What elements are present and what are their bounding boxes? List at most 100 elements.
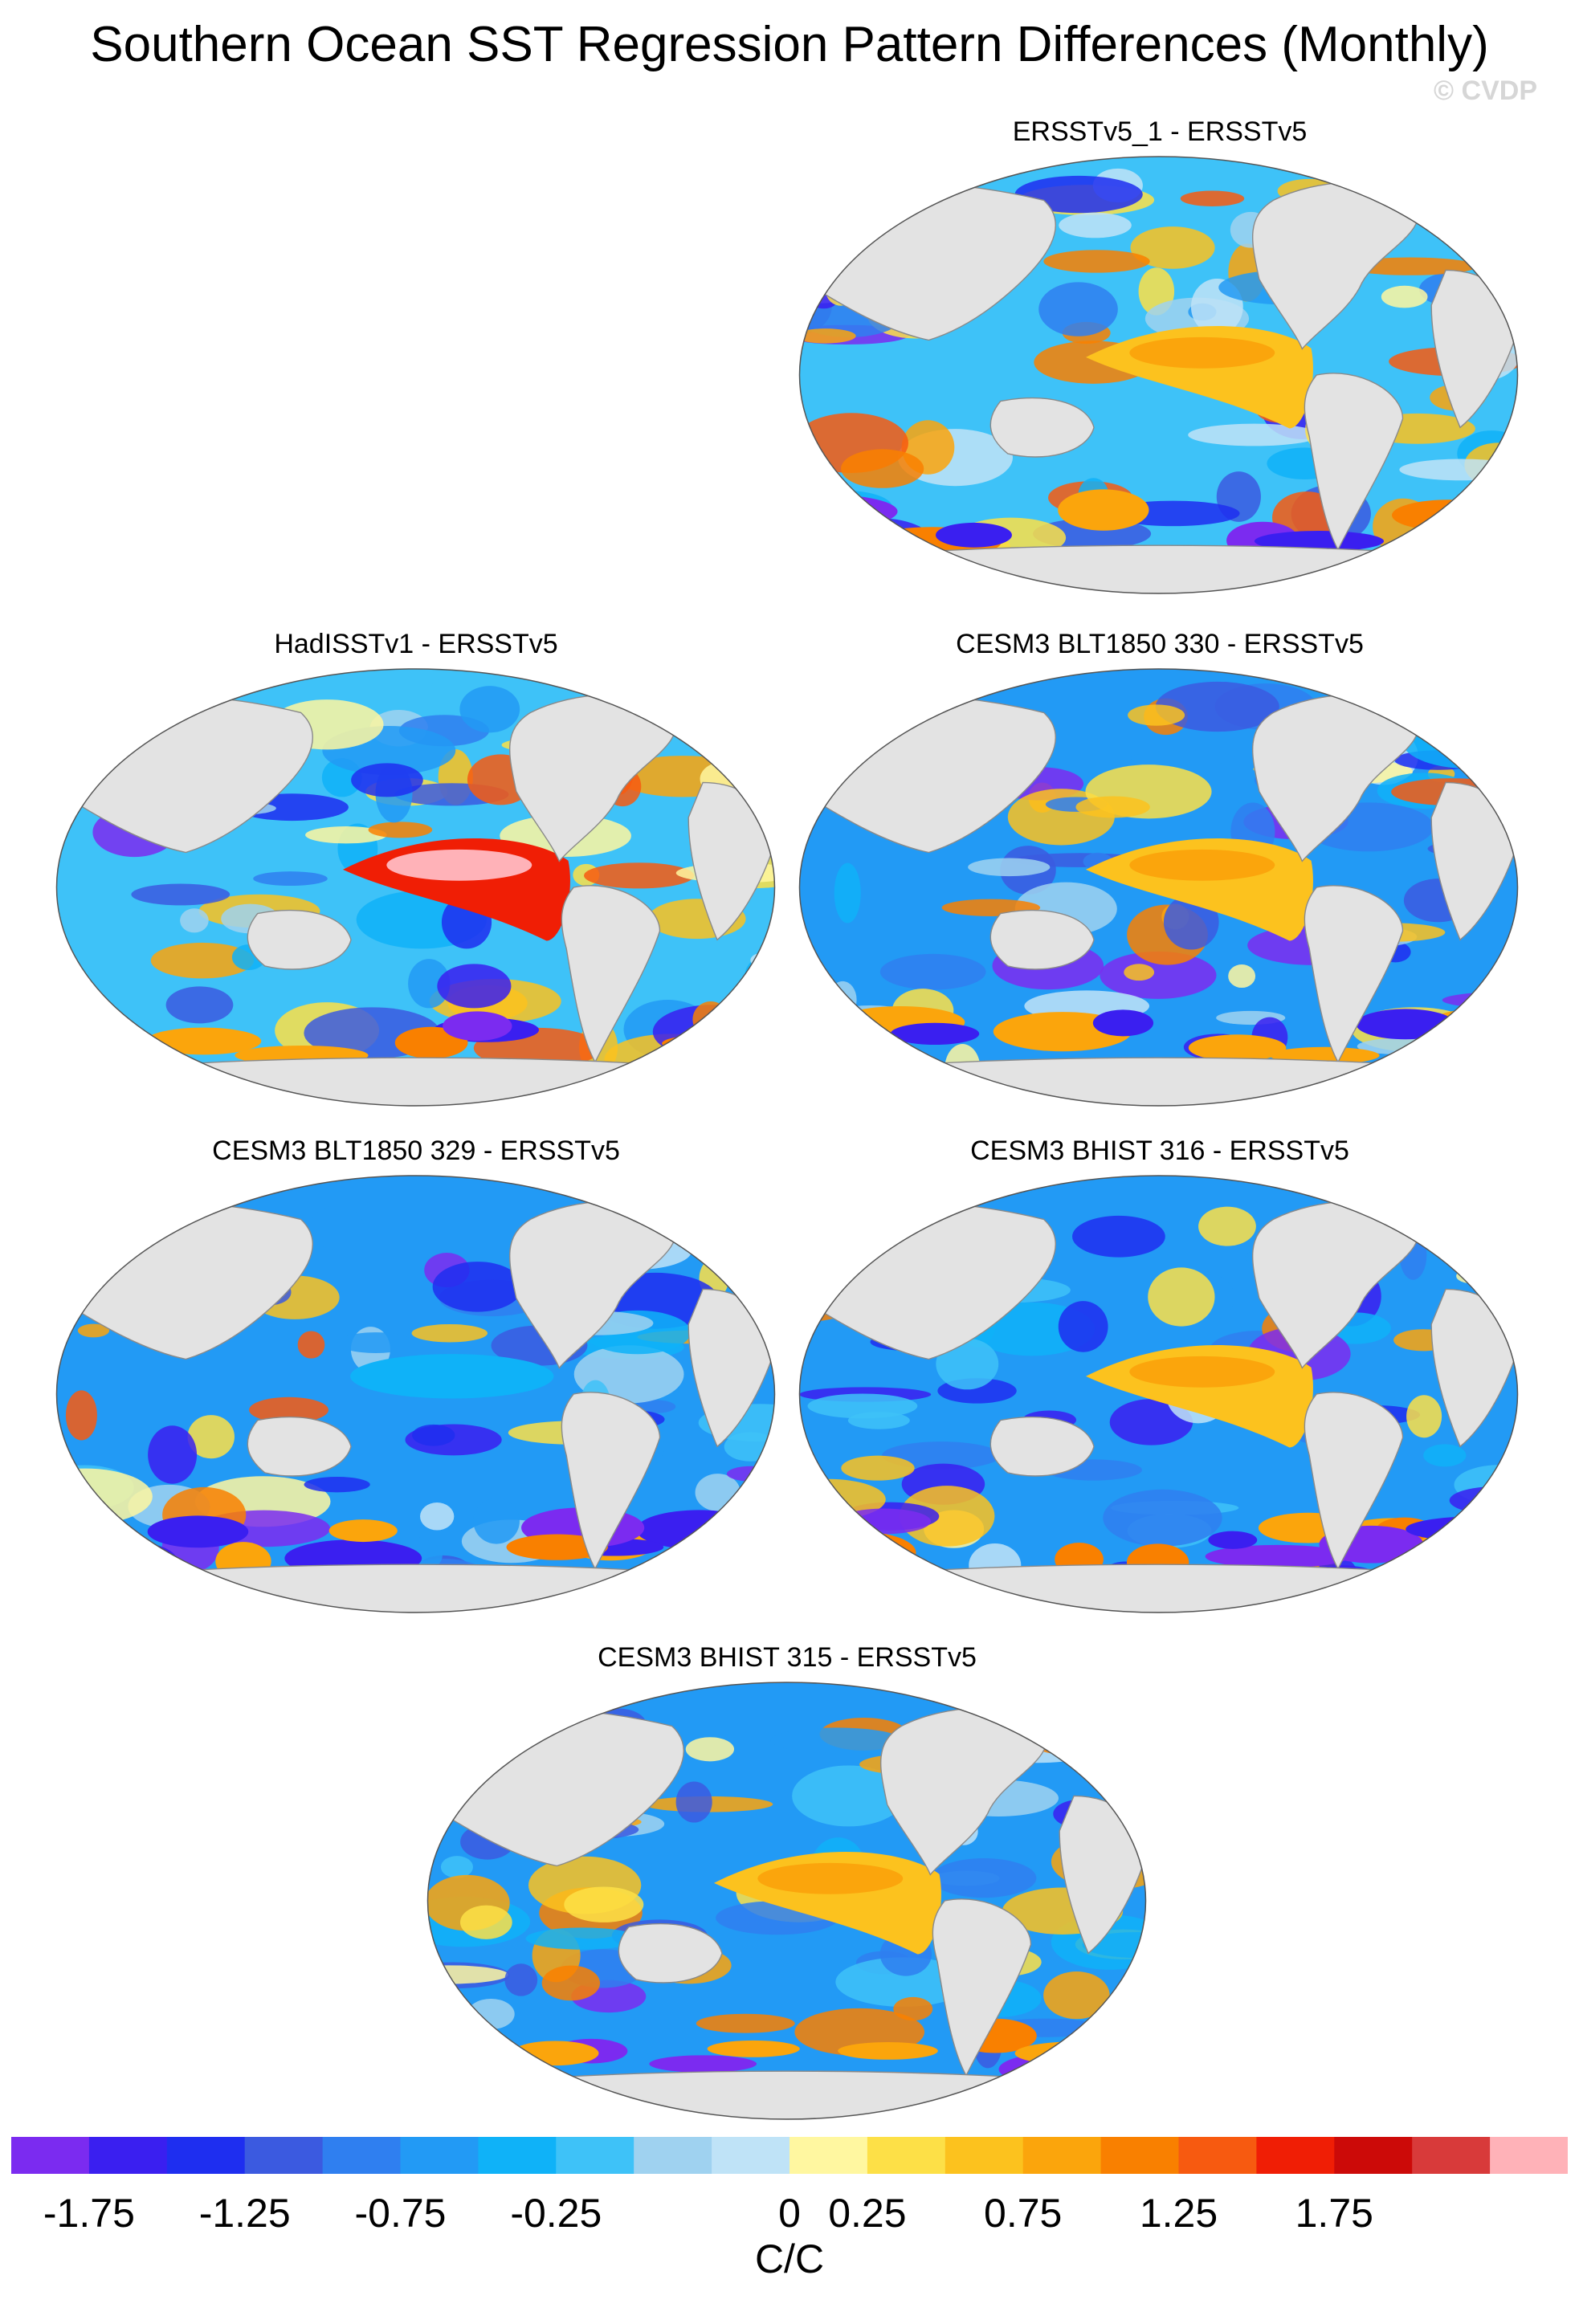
panel-title: ERSSTv5_1 - ERSSTv5 [1012, 116, 1308, 147]
sst-anomaly [1038, 282, 1118, 336]
sst-anomaly [805, 1541, 883, 1582]
sst-anomaly [56, 678, 121, 733]
land-mass [989, 909, 1095, 970]
colorbar-swatch [478, 2137, 557, 2174]
colorbar-swatch [945, 2137, 1024, 2174]
colorbar-tick-label: -1.75 [43, 2191, 135, 2236]
map-panel [55, 668, 776, 1107]
southern-ocean-anomaly [1092, 1009, 1154, 1037]
tropical-pacific-core [1129, 849, 1275, 881]
sst-anomaly [437, 964, 512, 1009]
sst-anomaly [816, 1027, 887, 1056]
sst-anomaly [56, 722, 100, 778]
sst-anomaly [504, 1963, 538, 1996]
sst-anomaly [792, 1765, 905, 1827]
land-mass [799, 544, 1518, 593]
sst-anomaly [1399, 459, 1518, 481]
southern-ocean-anomaly [799, 1031, 836, 1050]
sst-anomaly [432, 1262, 523, 1312]
southern-ocean-anomaly [1205, 1544, 1350, 1568]
sst-anomaly [1381, 285, 1428, 308]
sst-anomaly [165, 986, 234, 1024]
map-outline [798, 668, 1519, 1107]
sst-anomaly [799, 216, 858, 239]
figure-title: Southern Ocean SST Regression Pattern Di… [90, 17, 1489, 72]
sst-anomaly [799, 491, 840, 545]
sst-anomaly [584, 862, 695, 889]
sst-anomaly [804, 222, 838, 269]
land-mass [618, 1922, 723, 1984]
sst-anomaly [799, 528, 858, 580]
colorbar-unit-label: C/C [754, 2236, 825, 2281]
sst-anomaly [66, 1020, 147, 1069]
sst-anomaly [1148, 1267, 1215, 1327]
sst-anomaly [56, 1571, 79, 1585]
land-mass [247, 1416, 352, 1477]
sst-anomaly [882, 1441, 1001, 1470]
colorbar-swatch [1022, 2137, 1102, 2174]
sst-anomaly [652, 1005, 773, 1059]
sst-anomaly [1155, 681, 1279, 732]
sst-anomaly [77, 1323, 110, 1338]
colorbar-swatch [88, 2137, 168, 2174]
sst-anomaly [148, 1425, 198, 1484]
sst-anomaly [799, 179, 839, 205]
colorbar-swatch [712, 2137, 790, 2174]
land-mass [989, 1416, 1095, 1477]
sst-anomaly [60, 1193, 88, 1229]
southern-ocean-anomaly [737, 1013, 775, 1034]
map-panel [798, 1175, 1519, 1613]
southern-ocean-anomaly [56, 1022, 85, 1062]
southern-ocean-anomaly [838, 2042, 938, 2060]
land-mass [1304, 373, 1404, 552]
colorbar-swatch [790, 2137, 868, 2174]
southern-ocean-anomaly [427, 2028, 486, 2063]
colorbar [11, 2137, 1568, 2174]
panel-title: CESM3 BLT1850 329 - ERSSTv5 [212, 1135, 620, 1166]
sst-anomaly [1480, 1051, 1518, 1085]
sst-anomaly [150, 942, 255, 979]
sst-anomaly [56, 777, 92, 805]
colorbar-tick-label: 1.75 [1295, 2191, 1373, 2236]
colorbar-tick-label: 0 [778, 2191, 801, 2236]
southern-ocean-anomaly [1254, 531, 1385, 552]
sst-anomaly [1415, 1216, 1518, 1243]
land-mass [630, 1176, 693, 1221]
southern-ocean-anomaly [56, 1024, 112, 1046]
panel-title: CESM3 BHIST 315 - ERSSTv5 [598, 1642, 977, 1673]
sst-anomaly [419, 1502, 455, 1531]
map-panel [55, 1175, 776, 1613]
map-outline [798, 1175, 1519, 1613]
colorbar-swatch [322, 2137, 401, 2174]
sst-anomaly [835, 1957, 971, 2007]
sst-anomaly [1228, 964, 1256, 989]
sst-anomaly [879, 953, 986, 990]
sst-anomaly [1124, 964, 1155, 981]
sst-anomaly [564, 1886, 644, 1922]
sst-anomaly [685, 1737, 735, 1762]
sst-anomaly [56, 1036, 149, 1091]
colorbar-tick-label: -1.25 [198, 2191, 291, 2236]
southern-ocean-anomaly [147, 1515, 249, 1548]
sst-anomaly [811, 1213, 879, 1236]
cvdp-watermark: © CVDP [1434, 75, 1537, 106]
sst-anomaly [823, 518, 937, 577]
sst-anomaly [131, 883, 231, 906]
sst-anomaly [837, 1508, 931, 1535]
sst-anomaly [459, 1905, 512, 1939]
sst-anomaly [426, 677, 466, 725]
sst-anomaly [1406, 1395, 1442, 1438]
southern-ocean-anomaly [707, 2040, 800, 2057]
sst-anomaly [834, 862, 861, 923]
sst-anomaly [459, 2069, 574, 2107]
sst-anomaly [1477, 1242, 1518, 1291]
sst-anomaly [692, 1001, 729, 1038]
southern-ocean-anomaly [1058, 489, 1149, 531]
sst-anomaly [249, 1396, 329, 1423]
land-mass [1001, 1682, 1064, 1727]
sst-anomaly [807, 1393, 918, 1419]
sst-anomaly [828, 981, 857, 1018]
sst-anomaly [696, 2013, 795, 2033]
panel-title: CESM3 BHIST 316 - ERSSTv5 [970, 1135, 1349, 1166]
sst-anomaly [1198, 1206, 1256, 1246]
